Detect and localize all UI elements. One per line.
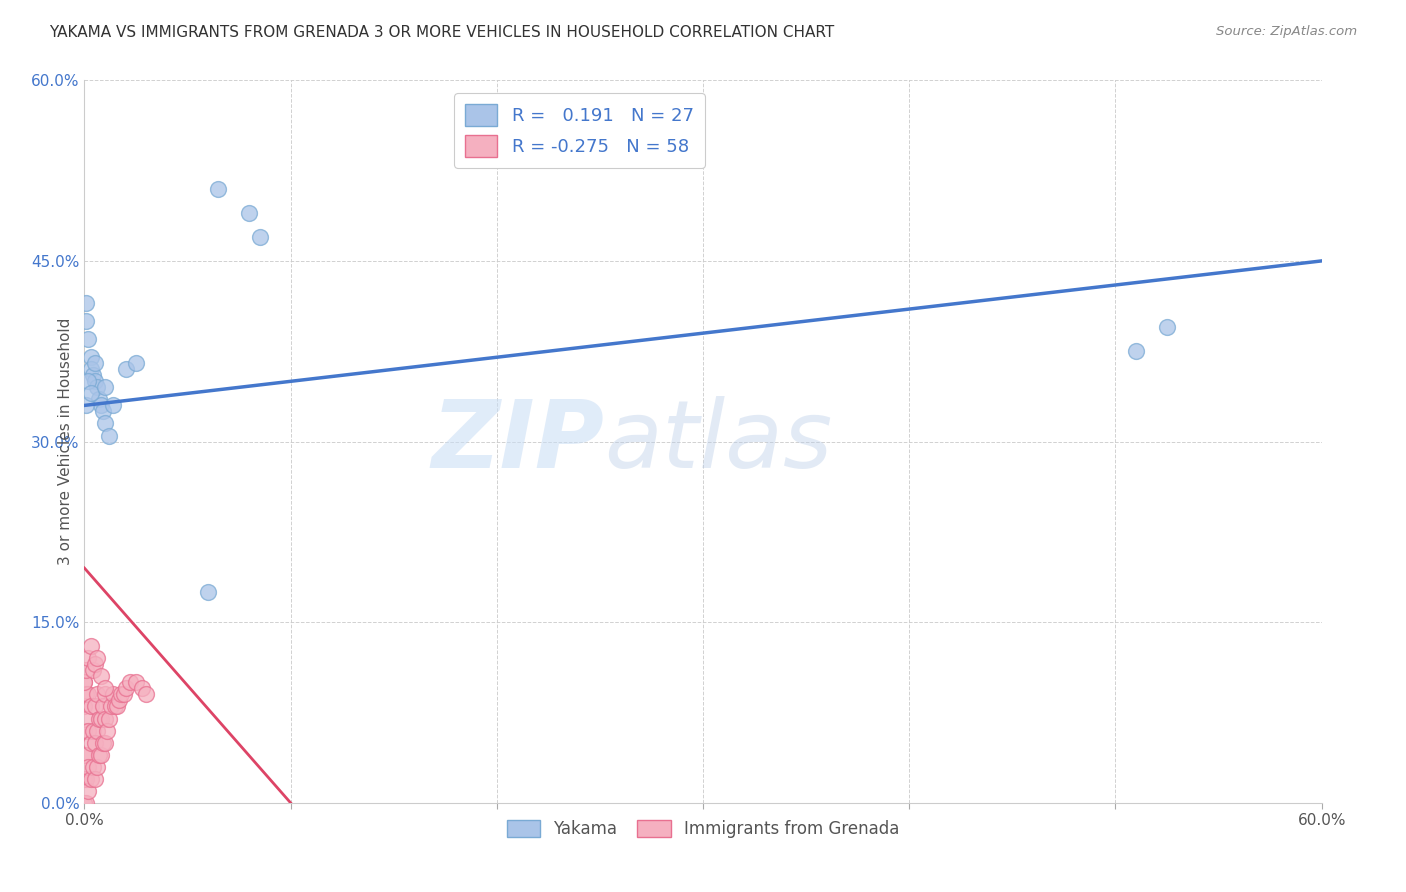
Point — [207, 181, 229, 195]
Point — [131, 681, 153, 696]
Point — [96, 723, 118, 738]
Point — [94, 417, 117, 431]
Point — [83, 772, 105, 786]
Point — [197, 585, 219, 599]
Point — [75, 796, 97, 810]
Point — [94, 712, 117, 726]
Point — [83, 699, 105, 714]
Point — [73, 699, 96, 714]
Point — [98, 428, 121, 442]
Point — [90, 398, 112, 412]
Point — [103, 687, 125, 701]
Point — [83, 356, 105, 370]
Point — [90, 712, 112, 726]
Point — [249, 230, 271, 244]
Point — [125, 356, 148, 370]
Point — [73, 747, 96, 762]
Point — [94, 735, 117, 749]
Point — [114, 681, 136, 696]
Point — [83, 735, 105, 749]
Text: Source: ZipAtlas.com: Source: ZipAtlas.com — [1216, 25, 1357, 38]
Point — [75, 747, 97, 762]
Text: atlas: atlas — [605, 396, 832, 487]
Point — [91, 735, 114, 749]
Point — [86, 687, 108, 701]
Text: YAKAMA VS IMMIGRANTS FROM GRENADA 3 OR MORE VEHICLES IN HOUSEHOLD CORRELATION CH: YAKAMA VS IMMIGRANTS FROM GRENADA 3 OR M… — [49, 25, 834, 40]
Point — [77, 723, 100, 738]
Point — [83, 657, 105, 672]
Point — [75, 712, 97, 726]
Point — [125, 675, 148, 690]
Point — [73, 772, 96, 786]
Point — [75, 772, 97, 786]
Point — [103, 398, 125, 412]
Point — [90, 747, 112, 762]
Point — [79, 362, 101, 376]
Point — [118, 675, 141, 690]
Point — [87, 747, 110, 762]
Point — [87, 712, 110, 726]
Point — [79, 735, 101, 749]
Point — [104, 699, 127, 714]
Point — [91, 404, 114, 418]
Point — [82, 723, 104, 738]
Point — [135, 687, 157, 701]
Point — [79, 386, 101, 401]
Point — [75, 687, 97, 701]
Point — [73, 723, 96, 738]
Point — [73, 675, 96, 690]
Legend: Yakama, Immigrants from Grenada: Yakama, Immigrants from Grenada — [501, 814, 905, 845]
Point — [83, 374, 105, 388]
Point — [1125, 344, 1147, 359]
Point — [73, 675, 96, 690]
Point — [75, 398, 97, 412]
Point — [91, 699, 114, 714]
Point — [90, 669, 112, 683]
Point — [77, 374, 100, 388]
Point — [108, 693, 131, 707]
Point — [87, 392, 110, 407]
Point — [82, 760, 104, 774]
Y-axis label: 3 or more Vehicles in Household: 3 or more Vehicles in Household — [58, 318, 73, 566]
Point — [86, 760, 108, 774]
Point — [105, 699, 128, 714]
Point — [75, 314, 97, 328]
Point — [77, 760, 100, 774]
Point — [77, 687, 100, 701]
Point — [82, 664, 104, 678]
Point — [98, 712, 121, 726]
Point — [79, 639, 101, 653]
Point — [238, 205, 260, 219]
Point — [79, 699, 101, 714]
Point — [73, 796, 96, 810]
Point — [75, 664, 97, 678]
Point — [94, 687, 117, 701]
Point — [77, 784, 100, 798]
Point — [86, 380, 108, 394]
Point — [77, 651, 100, 665]
Point — [82, 368, 104, 383]
Point — [110, 687, 132, 701]
Point — [114, 362, 136, 376]
Point — [79, 772, 101, 786]
Point — [86, 651, 108, 665]
Point — [112, 687, 135, 701]
Point — [100, 699, 122, 714]
Point — [79, 350, 101, 364]
Text: ZIP: ZIP — [432, 395, 605, 488]
Point — [94, 681, 117, 696]
Point — [86, 723, 108, 738]
Point — [1156, 320, 1178, 334]
Point — [94, 380, 117, 394]
Point — [75, 296, 97, 310]
Point — [77, 332, 100, 346]
